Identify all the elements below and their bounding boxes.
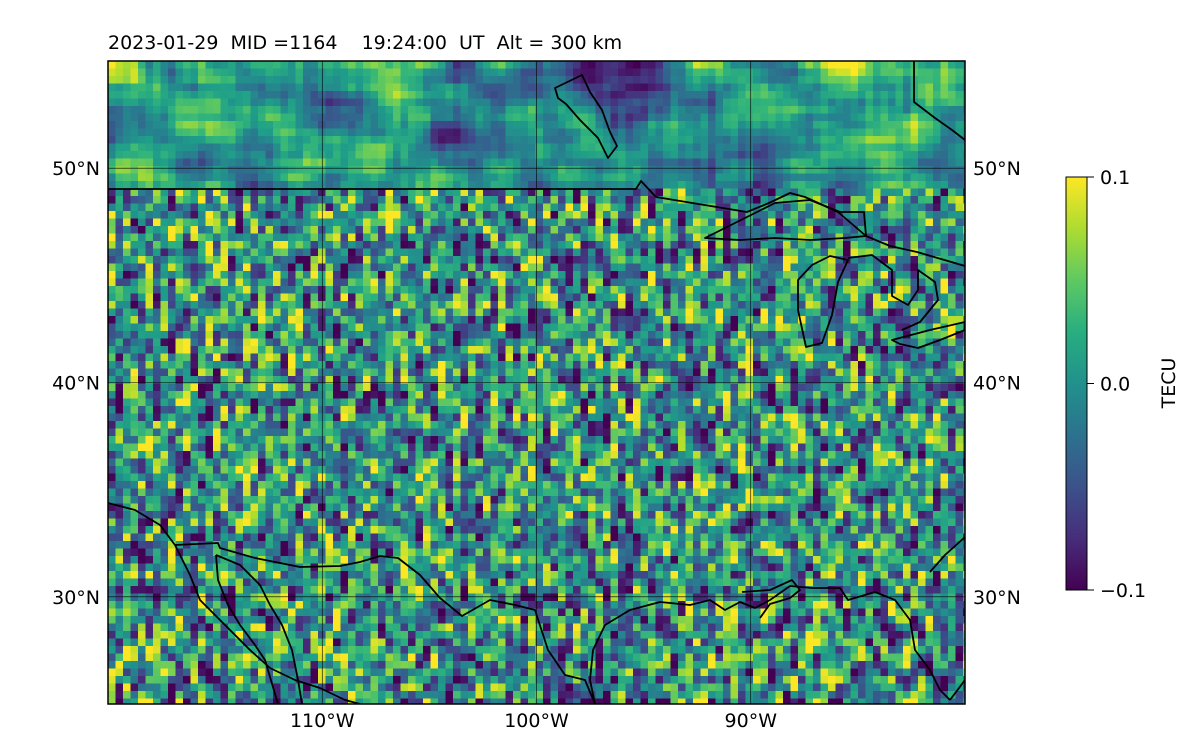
lat-tick-label-left: 50°N <box>52 158 100 180</box>
graticule <box>108 61 965 704</box>
lat-tick-label-left: 30°N <box>52 587 100 609</box>
colorbar-gradient <box>1065 176 1088 591</box>
lat-tick-label-right: 30°N <box>973 587 1021 609</box>
florida-peninsula <box>929 536 965 701</box>
us-mexico-border <box>174 542 596 704</box>
latitude-tick-labels: 50°N 50°N 40°N 40°N 30°N 30°N <box>52 158 1021 609</box>
lon-tick-label: 90°W <box>725 710 778 732</box>
lat-tick-label-right: 50°N <box>973 158 1021 180</box>
us-canada-border <box>108 180 965 267</box>
colorbar-ticks: 0.1 0.0 −0.1 <box>1087 167 1146 602</box>
colorbar: 0.1 0.0 −0.1 TECU <box>1065 167 1180 602</box>
coastlines <box>108 61 965 704</box>
lon-tick-label: 110°W <box>290 710 355 732</box>
mississippi-delta <box>741 579 801 619</box>
colorbar-label: TECU <box>1158 358 1180 410</box>
figure-title: 2023-01-29 MID =1164 19:24:00 UT Alt = 3… <box>108 32 622 54</box>
hudson-bay-coast <box>554 74 618 159</box>
map-panel <box>107 60 966 705</box>
lon-tick-label: 100°W <box>504 710 569 732</box>
mexico-pacific-coast <box>108 502 361 704</box>
tec-field-heatmap <box>108 61 965 704</box>
lake-superior <box>704 199 867 241</box>
colorbar-tick-label: 0.0 <box>1100 374 1130 396</box>
lake-huron <box>847 254 939 331</box>
colorbar-tick-label: 0.1 <box>1100 167 1130 189</box>
lake-michigan <box>797 255 849 348</box>
map-frame <box>107 60 966 705</box>
lat-tick-label-left: 40°N <box>52 373 100 395</box>
baja-california <box>215 554 303 704</box>
james-bay-coast <box>913 61 965 141</box>
gulf-of-california <box>215 554 279 704</box>
gulf-coast <box>589 585 951 704</box>
lake-erie <box>891 321 965 349</box>
colorbar-tick-label: −0.1 <box>1100 580 1146 602</box>
longitude-tick-labels: 110°W 100°W 90°W <box>290 710 777 732</box>
lat-tick-label-right: 40°N <box>973 373 1021 395</box>
